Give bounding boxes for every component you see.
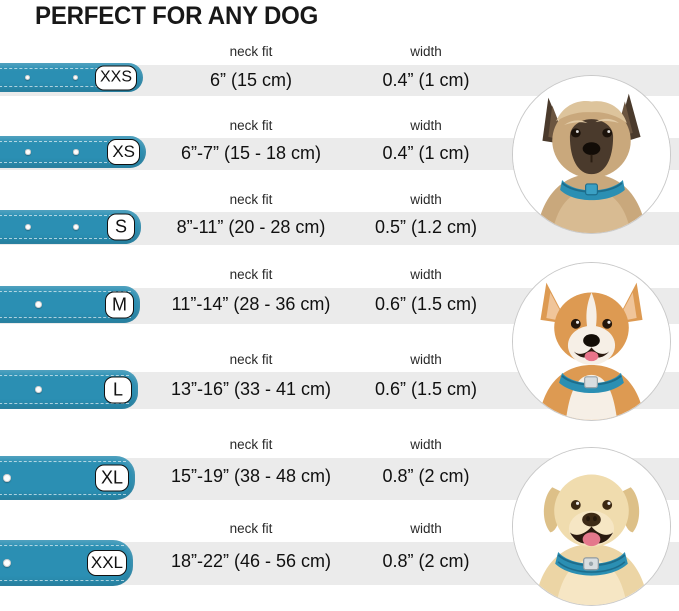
collar-hole <box>73 224 79 230</box>
labrador-photo <box>512 447 671 606</box>
corgi-photo <box>512 262 671 421</box>
stitch-line-bottom <box>0 317 131 318</box>
stitch-line-bottom <box>0 238 132 239</box>
collar-graphic-m: M <box>0 286 140 323</box>
terrier-photo <box>512 75 671 234</box>
collar-graphic-s: S <box>0 210 141 244</box>
column-header-width: width <box>410 118 442 133</box>
width-value: 0.4” (1 cm) <box>382 70 470 90</box>
collar-hole <box>3 474 11 482</box>
stitch-line-top <box>0 215 132 216</box>
size-badge-s: S <box>106 213 135 241</box>
neck-fit-value: 6”-7” (15 - 18 cm) <box>180 143 322 163</box>
column-header-neck-fit: neck fit <box>229 352 273 367</box>
width-value: 0.6” (1.5 cm) <box>374 379 478 399</box>
page-title: PERFECT FOR ANY DOG <box>35 2 319 30</box>
neck-fit-value: 8”-11” (20 - 28 cm) <box>176 217 326 237</box>
column-header-width: width <box>410 352 442 367</box>
size-badge-xl: XL <box>94 464 129 492</box>
stitch-line-top <box>0 291 131 292</box>
width-value: 0.8” (2 cm) <box>382 551 470 571</box>
size-badge-xxl: XXL <box>86 550 127 576</box>
labrador-illustration <box>513 448 670 605</box>
stitch-line-bottom <box>0 403 129 404</box>
column-header-width: width <box>410 192 442 207</box>
neck-fit-value: 11”-14” (28 - 36 cm) <box>171 294 331 314</box>
stitch-line-top <box>0 375 129 376</box>
column-header-width: width <box>410 267 442 282</box>
width-value: 0.5” (1.2 cm) <box>374 217 478 237</box>
column-header-neck-fit: neck fit <box>229 44 273 59</box>
width-value: 0.8” (2 cm) <box>382 466 470 486</box>
stitch-line-bottom <box>0 494 126 495</box>
column-header-width: width <box>410 44 442 59</box>
collar-hole <box>35 386 42 393</box>
column-header-neck-fit: neck fit <box>229 437 273 452</box>
collar-hole <box>25 149 31 155</box>
width-value: 0.4” (1 cm) <box>382 143 470 163</box>
collar-graphic-xxl: XXL <box>0 540 133 586</box>
collar-hole <box>25 224 31 230</box>
size-badge-xs: XS <box>107 139 140 165</box>
collar-hole <box>73 75 78 80</box>
stitch-line-top <box>0 141 137 142</box>
stitch-line-bottom <box>0 580 124 581</box>
stitch-line-top <box>0 68 134 69</box>
terrier-illustration <box>513 76 670 233</box>
collar-hole <box>35 301 42 308</box>
collar-graphic-xl: XL <box>0 456 135 500</box>
width-value: 0.6” (1.5 cm) <box>374 294 478 314</box>
neck-fit-value: 18”-22” (46 - 56 cm) <box>170 551 332 571</box>
neck-fit-value: 6” (15 cm) <box>209 70 292 90</box>
neck-fit-value: 13”-16” (33 - 41 cm) <box>170 379 332 399</box>
collar-graphic-xxs: XXS <box>0 63 143 92</box>
collar-graphic-xs: XS <box>0 136 146 168</box>
column-header-width: width <box>410 437 442 452</box>
column-header-width: width <box>410 521 442 536</box>
stitch-line-bottom <box>0 86 134 87</box>
collar-hole <box>25 75 30 80</box>
neck-fit-value: 15”-19” (38 - 48 cm) <box>170 466 332 486</box>
corgi-illustration <box>513 263 670 420</box>
column-header-neck-fit: neck fit <box>229 267 273 282</box>
size-badge-l: L <box>103 376 132 403</box>
stitch-line-bottom <box>0 162 137 163</box>
stitch-line-top <box>0 545 124 546</box>
collar-hole <box>3 559 11 567</box>
column-header-neck-fit: neck fit <box>229 118 273 133</box>
column-header-neck-fit: neck fit <box>229 521 273 536</box>
collar-graphic-l: L <box>0 370 138 409</box>
stitch-line-top <box>0 461 126 462</box>
size-badge-m: M <box>105 291 134 318</box>
collar-hole <box>73 149 79 155</box>
size-badge-xxs: XXS <box>94 65 137 90</box>
column-header-neck-fit: neck fit <box>229 192 273 207</box>
